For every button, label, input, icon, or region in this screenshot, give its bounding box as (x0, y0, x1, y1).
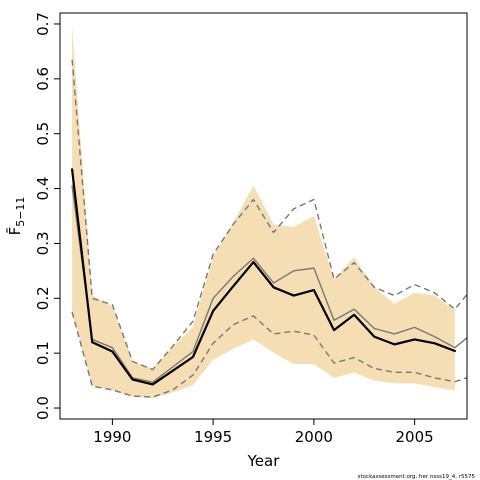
y-tick-label: 0.3 (34, 232, 52, 256)
plot-area (70, 26, 467, 399)
series-line-estimate (70, 168, 457, 386)
plot-frame (59, 12, 468, 420)
x-tick-label: 2000 (295, 428, 333, 446)
y-tick-label: 0.2 (34, 286, 52, 310)
x-tick-label: 2005 (396, 428, 434, 446)
y-tick-label: 0.1 (34, 341, 52, 365)
y-tick-label: 0.0 (34, 396, 52, 420)
series-line-dashed (71, 311, 467, 398)
y-axis: 0.0 0.1 0.2 0.3 0.4 0.5 0.6 0.7 (34, 12, 60, 420)
y-axis-title-subscript: 5−11 (14, 197, 27, 227)
series-line-dashed (71, 59, 467, 371)
footnote: stockassessment.org, her nsss19_4, r5575 (358, 474, 476, 480)
series-line-grey (71, 185, 467, 383)
y-axis-title-main: F̄ (5, 227, 24, 236)
x-tick-label: 1990 (93, 428, 131, 446)
y-axis-title: F̄5−11 (5, 197, 27, 236)
y-tick-label: 0.7 (34, 12, 52, 36)
confidence-band (72, 26, 455, 399)
series-layer (70, 59, 467, 398)
x-axis: 1990 1995 2000 2005 (93, 419, 434, 446)
y-tick-label: 0.4 (34, 177, 52, 201)
x-tick-label: 1995 (194, 428, 232, 446)
x-axis-title: Year (247, 452, 281, 470)
y-tick-label: 0.5 (34, 122, 52, 146)
y-tick-label: 0.6 (34, 67, 52, 91)
